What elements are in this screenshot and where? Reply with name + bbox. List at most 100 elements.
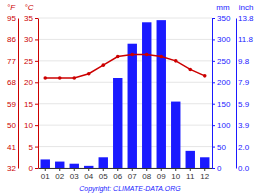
tick-mark [204,168,205,171]
tick-label: 11 [186,172,195,181]
tick-label: 250 [217,57,231,66]
marker [43,76,47,80]
tick: 07 [128,168,137,181]
tick-mark [212,18,215,19]
tick: 35 [24,14,38,23]
tick-mark [74,168,75,171]
tick: 250 [212,57,231,66]
axis-title: inch [239,3,254,12]
chart: 0102030405060708091011120510152025303532… [0,0,260,194]
tick-label: 95 [7,14,16,23]
bar [186,151,195,168]
marker [72,76,76,80]
axis: 3241505968778695 [7,14,18,173]
tick: 59 [7,100,18,109]
axis-line [236,19,237,169]
tick-label: 02 [55,172,64,181]
chart-container: 0102030405060708091011120510152025303532… [0,0,260,194]
tick: 86 [7,35,18,44]
tick-label: 0 [29,164,34,173]
axis: 010203040506070809101112 [39,168,213,181]
tick-label: 3.9 [238,121,250,130]
grid-line [38,18,212,19]
tick: 100 [212,121,231,130]
tick-label: 200 [217,78,231,87]
bar [99,157,108,168]
tick: 09 [157,168,166,181]
axis: 0 50 100 150 200 250 300 350 [212,14,231,173]
tick-mark [35,104,38,105]
tick: 2.0 [236,143,250,152]
tick-label: 50 [217,143,226,152]
tick: 3.9 [236,121,250,130]
tick-label: 20 [24,78,33,87]
tick: 50 [212,143,226,152]
bar [171,102,180,168]
tick-mark [212,147,215,148]
tick-mark [35,18,38,19]
axis-title: °C [25,3,34,12]
tick-mark [35,39,38,40]
bar [55,162,64,168]
tick-mark [146,168,147,171]
tick: 12 [200,168,209,181]
tick: 0 [212,164,222,173]
tick: 30 [24,35,38,44]
tick-label: 30 [24,35,33,44]
marker [159,55,163,59]
tick-label: 350 [217,14,231,23]
tick: 300 [212,35,231,44]
tick-label: 100 [217,121,231,130]
tick-label: 12 [200,172,209,181]
tick-label: 09 [157,172,166,181]
tick: 10 [171,168,180,181]
marks [41,20,210,168]
tick-label: 2.0 [238,143,250,152]
tick: 68 [7,78,18,87]
annotation: Copyright: CLIMATE-DATA.ORG [79,185,181,193]
tick-mark [35,82,38,83]
grid-line [38,103,212,104]
tick: 03 [70,168,79,181]
tick: 11 [186,168,195,181]
tick-label: 32 [7,164,16,173]
marker [174,59,178,63]
axis-title: °F [7,3,16,12]
tick-label: 5.9 [238,100,250,109]
bar-series [41,20,210,168]
grid-line [38,82,212,83]
bar [41,159,50,168]
tick-mark [35,147,38,148]
tick: 9.8 [236,57,250,66]
tick-label: 68 [7,78,16,87]
axis-line [18,19,19,169]
tick: 08 [142,168,151,181]
axis-line [38,19,39,169]
bar [142,22,151,168]
tick-label: 300 [217,35,231,44]
tick-label: 0.0 [238,164,250,173]
tick-mark [212,82,215,83]
grid-line [38,125,212,126]
tick: 25 [24,57,38,66]
marker [145,53,149,57]
tick-label: 01 [41,172,50,181]
tick-label: 08 [142,172,151,181]
grid-line [38,39,212,40]
tick: 150 [212,100,231,109]
tick-mark [161,168,162,171]
tick-label: 25 [24,57,33,66]
marker [87,72,91,76]
plot: 0102030405060708091011120510152025303532… [7,3,254,181]
tick-label: 03 [70,172,79,181]
tick-label: 11.8 [238,35,254,44]
tick: 02 [55,168,64,181]
marker [130,53,134,57]
tick-label: 5 [29,143,34,152]
tick-mark [59,168,60,171]
tick-mark [35,61,38,62]
tick-label: 86 [7,35,16,44]
tick-mark [35,125,38,126]
tick-mark [175,168,176,171]
tick-label: 35 [24,14,33,23]
